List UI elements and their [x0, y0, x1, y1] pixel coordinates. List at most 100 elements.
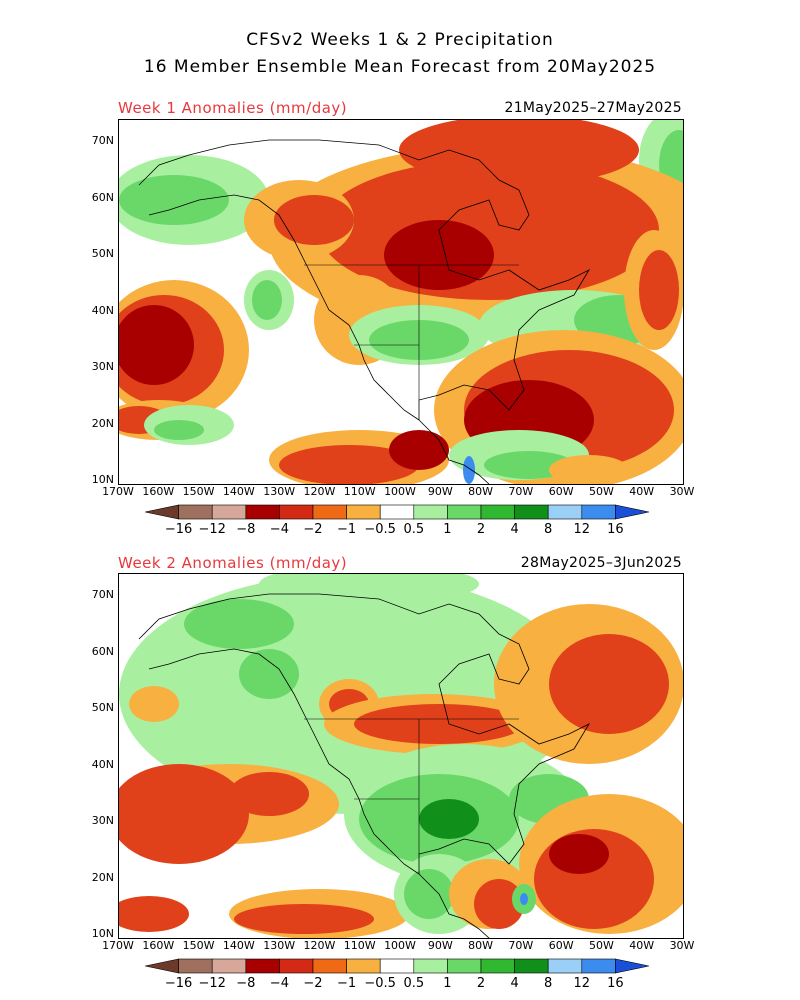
week1-anomaly-region — [279, 445, 419, 484]
week1-colorbar-label: −4 — [269, 522, 289, 537]
week2-colorbar-swatch — [447, 958, 482, 974]
week1-lat-tick: 60N — [91, 190, 114, 204]
week2-colorbar-bar — [145, 958, 650, 974]
week1-lon-tick: 160W — [142, 485, 175, 498]
week1-lon-tick: 130W — [263, 485, 296, 498]
week2-lon-tick: 50W — [588, 939, 614, 952]
week1-lon-tick: 80W — [468, 485, 493, 498]
week2-anomaly-region — [549, 834, 609, 874]
week1-colorbar-swatch — [581, 504, 616, 520]
week1-lon-tick: 150W — [182, 485, 215, 498]
week2-colorbar-label: 4 — [510, 976, 519, 991]
week2-lon-tick: 170W — [102, 939, 134, 952]
week1-lon-tick: 120W — [303, 485, 336, 498]
week1-political-borders — [304, 264, 519, 400]
week2-lon-tick: 70W — [508, 939, 534, 952]
week2-anomaly-region — [129, 686, 179, 722]
week2-lon-tick: 110W — [343, 939, 376, 952]
week2-colorbar-swatch — [279, 958, 314, 974]
week2-lat-tick: 20N — [91, 870, 114, 884]
week1-coastline — [138, 139, 591, 484]
week1-lon-tick: 170W — [102, 485, 134, 498]
week2-dates: 28May2025–3Jun2025 — [520, 555, 682, 571]
week1-colorbar-label: −0.5 — [364, 522, 396, 537]
week2-anomaly-region — [119, 896, 189, 932]
week2-colorbar-swatch — [379, 958, 415, 974]
week1-colorbar-label: 1 — [443, 522, 452, 537]
week1-anomaly-region — [252, 280, 282, 320]
week1-anomaly-region — [639, 250, 679, 330]
week1-map — [118, 119, 684, 485]
week1-lon-tick: 60W — [548, 485, 574, 498]
week1-colorbar-swatch — [413, 504, 448, 520]
week1-lat-tick: 10N — [91, 473, 114, 486]
week1-anomaly-region — [389, 430, 449, 470]
week1-dates: 21May2025–27May2025 — [504, 100, 682, 116]
week1-colorbar-swatch — [145, 504, 179, 520]
week2-label: Week 2 Anomalies (mm/day) — [118, 554, 348, 572]
week2-political-borders — [304, 718, 519, 854]
week2-colorbar-label: −16 — [164, 976, 193, 991]
week1-lon-tick: 100W — [384, 485, 416, 498]
week1-lon-tick: 110W — [343, 485, 376, 498]
week2-lat-tick: 40N — [91, 757, 114, 771]
week2-colorbar-label: 12 — [573, 976, 591, 991]
week2-colorbar-label: −2 — [303, 976, 323, 991]
week1-colorbar-label: −1 — [337, 522, 357, 537]
week2-colorbar-swatch — [245, 958, 280, 974]
week2-colorbar-swatch — [211, 958, 247, 974]
week2-lat-tick: 10N — [91, 927, 114, 940]
week1-colorbar-swatch — [615, 504, 650, 520]
week2-colorbar-label: −0.5 — [364, 976, 396, 991]
week1-lon-tick: 140W — [222, 485, 255, 498]
week2-colorbar-label: 16 — [607, 976, 624, 991]
week2-lat-tick: 60N — [91, 644, 114, 658]
week1-label: Week 1 Anomalies (mm/day) — [118, 99, 348, 117]
week2-anomaly-field — [119, 574, 683, 938]
week1-colorbar-swatch — [480, 504, 515, 520]
week1-anomaly-field — [119, 120, 683, 484]
week2-colorbar-label: −4 — [269, 976, 289, 991]
week1-anomaly-region — [384, 220, 494, 290]
week2-colorbar-swatch — [413, 958, 448, 974]
week2-anomaly-region — [520, 893, 528, 905]
week1-colorbar-label: −8 — [236, 522, 256, 537]
week1-colorbar-swatch — [211, 504, 247, 520]
week2-lon-tick: 30W — [669, 939, 695, 952]
week1-colorbar-label: −12 — [198, 522, 226, 537]
week2-colorbar-label: 1 — [443, 976, 452, 991]
week1-lat-tick: 40N — [91, 303, 114, 317]
week2-lon-tick: 40W — [629, 939, 655, 952]
chart-title-line1: CFSv2 Weeks 1 & 2 Precipitation — [246, 30, 554, 50]
week2-lon-tick: 60W — [548, 939, 574, 952]
week1-anomaly-region — [399, 120, 639, 185]
week1-lon-tick: 90W — [427, 485, 453, 498]
week1-colorbar-label: 2 — [476, 522, 486, 537]
week1-colorbar-label: 12 — [573, 522, 591, 537]
week2-anomaly-region — [474, 879, 524, 929]
week2-lat-tick: 50N — [91, 701, 114, 714]
week2-anomaly-region — [354, 704, 524, 744]
week1-colorbar-swatch — [547, 504, 583, 520]
week2-anomaly-region — [239, 649, 299, 699]
week2-colorbar-label: −1 — [337, 976, 357, 991]
week2-anomaly-region — [229, 772, 309, 816]
week1-colorbar-swatch — [346, 504, 381, 520]
week2-lon-tick: 130W — [263, 939, 296, 952]
week1-colorbar-label: 16 — [607, 522, 624, 537]
week1-colorbar-swatch — [279, 504, 314, 520]
week2-lon-tick: 150W — [182, 939, 215, 952]
week1-anomaly-region — [119, 175, 229, 225]
week2-lon-tick: 140W — [222, 939, 255, 952]
week1-colorbar-swatch — [178, 504, 213, 520]
week2-anomaly-region — [419, 799, 479, 839]
week1-lon-tick: 70W — [508, 485, 534, 498]
week1-lon-tick: 40W — [629, 485, 655, 498]
week1-colorbar-label: 4 — [510, 522, 519, 537]
week1-colorbar-label: −16 — [164, 522, 193, 537]
week1-colorbar-label: 8 — [544, 522, 553, 537]
week2-anomaly-region — [184, 599, 294, 649]
week2-colorbar-swatch — [346, 958, 381, 974]
week1-colorbar-swatch — [245, 504, 280, 520]
week1-lon-tick: 50W — [588, 485, 614, 498]
